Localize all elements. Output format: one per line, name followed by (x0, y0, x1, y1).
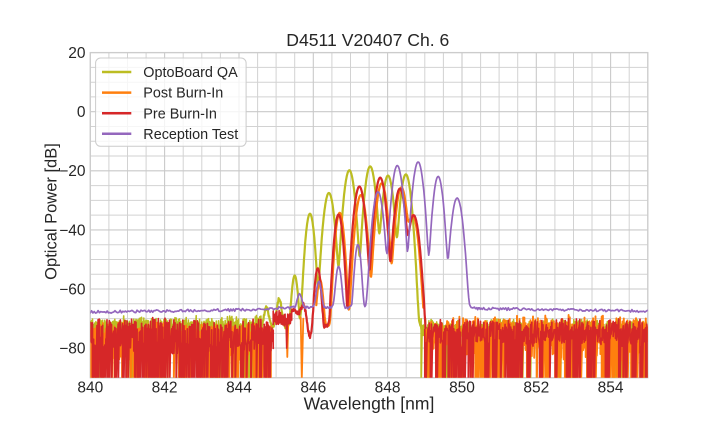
svg-text:Reception Test: Reception Test (143, 127, 238, 143)
svg-text:Pre Burn-In: Pre Burn-In (143, 106, 217, 122)
svg-text:842: 842 (152, 380, 178, 397)
svg-text:852: 852 (523, 380, 549, 397)
svg-text:−60: −60 (59, 281, 86, 298)
svg-text:20: 20 (68, 45, 86, 62)
svg-text:Post Burn-In: Post Burn-In (143, 86, 223, 102)
svg-text:D4511 V20407 Ch. 6: D4511 V20407 Ch. 6 (286, 30, 449, 50)
svg-text:0: 0 (77, 104, 86, 121)
svg-text:840: 840 (77, 380, 103, 397)
svg-text:848: 848 (375, 380, 401, 397)
svg-text:OptoBoard QA: OptoBoard QA (143, 65, 238, 81)
svg-text:850: 850 (449, 380, 475, 397)
svg-text:−20: −20 (59, 163, 86, 180)
svg-text:−80: −80 (59, 341, 86, 358)
svg-text:844: 844 (226, 380, 252, 397)
svg-text:854: 854 (598, 380, 624, 397)
svg-text:Optical Power [dB]: Optical Power [dB] (43, 143, 61, 280)
svg-text:846: 846 (300, 380, 326, 397)
svg-text:−40: −40 (59, 222, 86, 239)
svg-text:Wavelength [nm]: Wavelength [nm] (304, 394, 435, 414)
